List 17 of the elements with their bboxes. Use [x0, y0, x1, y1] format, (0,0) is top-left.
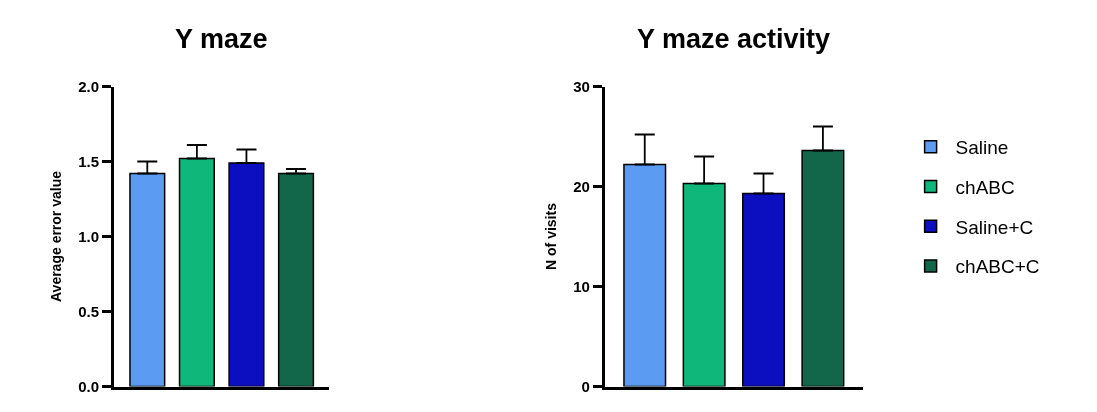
legend-label: chABC: [955, 176, 1015, 198]
chart-title: Y maze activity: [637, 24, 831, 54]
y-tick-label: 20: [573, 177, 590, 195]
y-tick-label: 2.0: [78, 77, 100, 95]
legend-label: Saline: [955, 137, 1009, 159]
y-tick-label: 10: [573, 277, 590, 295]
y-tick-label: 1.0: [78, 227, 100, 245]
y-tick-label: 0: [581, 377, 590, 395]
y-axis-title: N of visits: [542, 202, 559, 270]
y-tick-label: 30: [573, 77, 590, 95]
y-axis-title: Average error value: [47, 170, 64, 302]
chart-title: Y maze: [175, 24, 268, 54]
y-tick-label: 0.5: [78, 302, 100, 320]
y-tick-label: 0.0: [78, 377, 100, 395]
legend-label: Saline+C: [955, 216, 1034, 238]
y-tick-label: 1.5: [78, 152, 100, 170]
legend-label: chABC+C: [955, 256, 1040, 278]
